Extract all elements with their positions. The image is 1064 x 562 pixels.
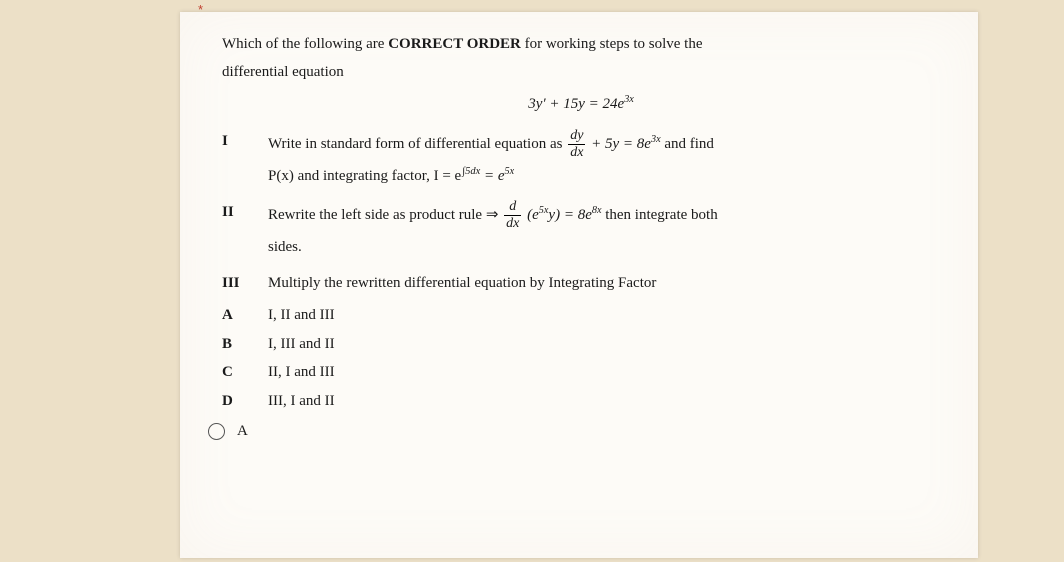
step-row-I: I Write in standard form of differential… xyxy=(222,129,940,192)
frac-num: dy xyxy=(568,129,585,145)
option-text-C: II, I and III xyxy=(268,362,940,384)
frac2-num: d xyxy=(504,200,521,216)
answer-options: A I, II and III B I, III and II C II, I … xyxy=(222,305,940,413)
step-I-eq: = e xyxy=(484,168,505,184)
step-label-I: I xyxy=(222,129,268,153)
step-II-text-b: then integrate both xyxy=(605,207,717,223)
option-row-B: B I, III and II xyxy=(222,334,940,356)
main-equation: 3y′ + 15y = 24e3x xyxy=(222,94,940,116)
step-label-III: III xyxy=(222,271,268,295)
frac2-den: dx xyxy=(504,216,521,231)
step-I-exp-e: 5x xyxy=(505,166,515,177)
step-I-text-d: P(x) and integrating factor, I = e xyxy=(268,168,461,184)
fraction-d-dx: d dx xyxy=(504,200,521,231)
q-line1-post: for working steps to solve the xyxy=(521,36,703,52)
question-text-line1: Which of the following are CORRECT ORDER… xyxy=(222,34,940,56)
step-II-exp-out: 8x xyxy=(592,205,602,216)
step-II-paren-l: (e xyxy=(527,207,539,223)
option-label-D: D xyxy=(222,391,268,413)
option-row-A: A I, II and III xyxy=(222,305,940,327)
frac-den: dx xyxy=(568,145,585,160)
step-label-II: II xyxy=(222,200,268,224)
step-II-text-c: sides. xyxy=(268,239,302,255)
steps-table: I Write in standard form of differential… xyxy=(222,129,940,442)
question-text-line2: differential equation xyxy=(222,62,940,84)
option-label-C: C xyxy=(222,362,268,384)
radio-button-A[interactable] xyxy=(208,423,225,440)
fraction-dy-dx: dy dx xyxy=(568,129,585,160)
option-label-A: A xyxy=(222,305,268,327)
q-line1-pre: Which of the following are xyxy=(222,36,388,52)
main-eq-exp: 3x xyxy=(624,94,634,105)
radio-option-A-row[interactable]: A xyxy=(208,421,940,443)
step-row-III: III Multiply the rewritten differential … xyxy=(222,271,940,297)
q-line1-bold: CORRECT ORDER xyxy=(388,36,521,52)
option-text-B: I, III and II xyxy=(268,334,940,356)
step-I-text-c: and find xyxy=(664,136,714,152)
step-I-exp-b: 3x xyxy=(651,134,661,145)
step-I-text-b: + 5y = 8e xyxy=(591,136,651,152)
step-content-I: Write in standard form of differential e… xyxy=(268,129,940,192)
step-II-paren-r: y) = 8e xyxy=(548,207,591,223)
step-content-III: Multiply the rewritten differential equa… xyxy=(268,271,940,297)
main-eq-lhs: 3y′ + 15y = 24e xyxy=(528,96,624,112)
option-row-C: C II, I and III xyxy=(222,362,940,384)
radio-label-A: A xyxy=(237,421,248,443)
step-content-II: Rewrite the left side as product rule ⇒ … xyxy=(268,200,940,263)
question-paper: Which of the following are CORRECT ORDER… xyxy=(180,12,978,558)
option-label-B: B xyxy=(222,334,268,356)
option-row-D: D III, I and II xyxy=(222,391,940,413)
option-text-D: III, I and II xyxy=(268,391,940,413)
step-II-text-a: Rewrite the left side as product rule ⇒ xyxy=(268,207,502,223)
option-text-A: I, II and III xyxy=(268,305,940,327)
step-I-text-a: Write in standard form of differential e… xyxy=(268,136,566,152)
step-II-exp-in: 5x xyxy=(539,205,549,216)
step-row-II: II Rewrite the left side as product rule… xyxy=(222,200,940,263)
